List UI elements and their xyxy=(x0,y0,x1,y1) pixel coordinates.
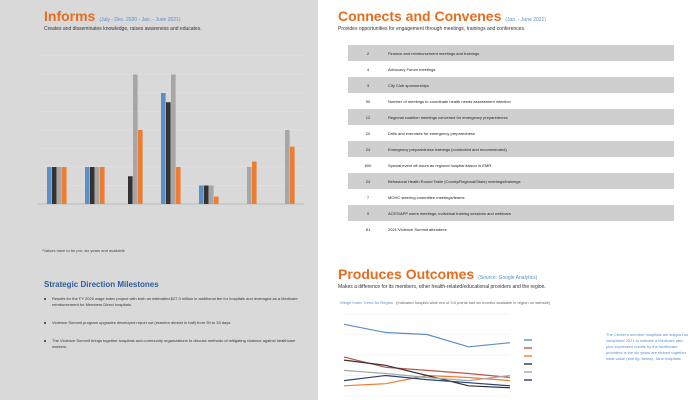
bar xyxy=(166,102,171,204)
bar xyxy=(204,185,209,204)
strategic-direction-title: Strategic Direction Milestones xyxy=(44,280,159,289)
connects-row-label: Behavioral Health Round Table (County/Re… xyxy=(388,173,674,189)
bar xyxy=(100,167,105,204)
outcome-chart-subtitle: (Indicated hospital wide era of 3.5 poin… xyxy=(396,300,551,305)
series-line xyxy=(343,374,511,387)
connects-row-label: Regional coalition meetings convened for… xyxy=(388,109,674,125)
connects-table: 2 Finance and reimbursement meetings and … xyxy=(348,45,674,237)
informs-chart-note: *Values have to be pre, six years and av… xyxy=(42,248,125,253)
connects-row-label: MOHC steering committee meetings/teams xyxy=(388,189,674,205)
bar xyxy=(171,74,176,204)
connects-row: 9 ACES/APP users meetings, individual tra… xyxy=(348,205,674,221)
outcome-chart-title-text: Weigh Index Trend for Region xyxy=(340,300,394,305)
connects-row-label: ACES/APP users meetings, individual trai… xyxy=(388,205,674,221)
connects-row: 81 2021 Violence Summit attendees xyxy=(348,221,674,237)
connects-row-count: 24 xyxy=(348,173,388,189)
connects-row: 24 Behavioral Health Round Table (County/… xyxy=(348,173,674,189)
connects-row: 4 Advocacy Forum meetings xyxy=(348,61,674,77)
outcome-side-text: The Center's member hospitals are suppor… xyxy=(606,332,689,361)
connects-row-label: City Club sponsorships xyxy=(388,77,674,93)
bar xyxy=(285,130,290,204)
connects-title: Connects and Convenes (Jan. - June 2021) xyxy=(338,8,546,24)
connects-row-count: 7 xyxy=(348,189,388,205)
connects-title-text: Connects and Convenes xyxy=(338,8,502,24)
bar xyxy=(138,130,143,204)
informs-description: Creates and disseminates knowledge, rais… xyxy=(44,26,202,32)
connects-row-count: 20 xyxy=(348,125,388,141)
bar xyxy=(161,93,166,204)
series-line xyxy=(343,356,511,379)
informs-panel: Informs (July - Dec. 2020 - Jan. - June 2… xyxy=(0,0,318,400)
connects-row-count: 90 xyxy=(348,93,388,109)
strategic-direction-list: Results for the FY 2020 wage index proje… xyxy=(44,296,304,362)
connects-row: 12 Regional coalition meetings convened f… xyxy=(348,109,674,125)
connects-row: 90 Number of meetings to coordinate healt… xyxy=(348,93,674,109)
bar xyxy=(199,185,204,204)
outcomes-description: Makes a difference for its members, othe… xyxy=(338,284,546,290)
connects-row-count: 600 xyxy=(348,157,388,173)
bar xyxy=(90,167,95,204)
bar xyxy=(214,196,219,204)
outcome-line-chart xyxy=(330,310,600,400)
connects-row-label: Emergency preparedness trainings (conduc… xyxy=(388,141,674,157)
bar xyxy=(52,167,57,204)
outcomes-subtitle: (Source: Google Analytics) xyxy=(478,275,538,281)
informs-subtitle: (July - Dec. 2020 - Jan. - June 2021) xyxy=(99,17,181,23)
bar xyxy=(95,167,100,204)
connects-row-label: 2021 Violence Summit attendees xyxy=(388,221,674,237)
bar xyxy=(176,167,181,204)
bar xyxy=(209,185,214,204)
connects-row-count: 12 xyxy=(348,109,388,125)
bar xyxy=(85,167,90,204)
strategic-item: Violence Summit program upgrades develop… xyxy=(44,320,304,326)
bar xyxy=(57,167,62,204)
outcomes-title: Produces Outcomes (Source: Google Analyti… xyxy=(338,266,537,282)
connects-row-count: 9 xyxy=(348,205,388,221)
connects-row-count: 3 xyxy=(348,77,388,93)
connects-row-label: Special event off-hours as regional hosp… xyxy=(388,157,674,173)
bar xyxy=(47,167,52,204)
connects-row: 20 Drills and exercises for emergency pre… xyxy=(348,125,674,141)
informs-title: Informs (July - Dec. 2020 - Jan. - June 2… xyxy=(44,8,181,24)
informs-bar-chart xyxy=(30,52,308,230)
outcome-chart-title: Weigh Index Trend for Region (Indicated h… xyxy=(340,300,550,305)
series-line xyxy=(343,369,511,382)
series-line xyxy=(343,323,511,348)
bar xyxy=(290,146,295,204)
connects-row: 2 Finance and reimbursement meetings and … xyxy=(348,45,674,61)
connects-row-label: Number of meetings to coordinate health … xyxy=(388,93,674,109)
connects-row: 24 Emergency preparedness trainings (cond… xyxy=(348,141,674,157)
outcomes-title-text: Produces Outcomes xyxy=(338,266,475,282)
connects-row-label: Finance and reimbursement meetings and t… xyxy=(388,45,674,61)
connects-row-count: 24 xyxy=(348,141,388,157)
connects-row-count: 81 xyxy=(348,221,388,237)
connects-row-label: Advocacy Forum meetings xyxy=(388,61,674,77)
bar xyxy=(247,167,252,204)
connects-row-count: 4 xyxy=(348,61,388,77)
series-line xyxy=(343,359,511,389)
connects-subtitle: (Jan. - June 2021) xyxy=(505,17,546,23)
bar xyxy=(252,161,257,204)
informs-title-text: Informs xyxy=(44,8,96,24)
connects-row: 600 Special event off-hours as regional h… xyxy=(348,157,674,173)
connects-description: Provides opportunities for engagement th… xyxy=(338,26,526,32)
bar xyxy=(133,74,138,204)
connects-row: 3 City Club sponsorships xyxy=(348,77,674,93)
connects-row: 7 MOHC steering committee meetings/teams xyxy=(348,189,674,205)
bar xyxy=(128,176,133,204)
strategic-item: The Violence Summit brings together hosp… xyxy=(44,338,304,350)
bar xyxy=(62,167,67,204)
connects-row-count: 2 xyxy=(348,45,388,61)
strategic-item: Results for the FY 2020 wage index proje… xyxy=(44,296,304,308)
connects-row-label: Drills and exercises for emergency prepa… xyxy=(388,125,674,141)
